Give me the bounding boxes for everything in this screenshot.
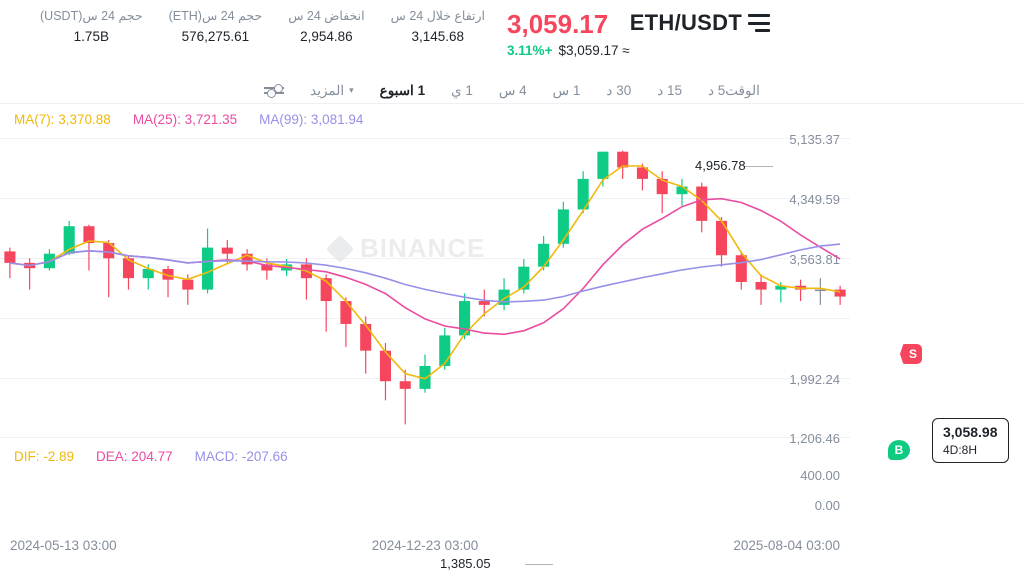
stat-vol-usdt-value: 1.75B: [74, 29, 109, 44]
stat-vol-eth-label: حجم 24 س(ETH): [169, 8, 263, 23]
macd-legend: DIF: -2.89 DEA: 204.77 MACD: -207.66: [14, 449, 288, 464]
ma99-legend-item: MA(99): 3,081.94: [259, 112, 363, 127]
interval-15m[interactable]: 15 د: [657, 83, 682, 99]
pair-name-label[interactable]: ETH/USDT: [630, 10, 742, 36]
stat-vol-usdt-label: حجم 24 س(USDT): [40, 8, 143, 23]
low-point-annotation: 1,385.05: [440, 556, 491, 571]
ma25-legend-item: MA(25): 3,721.35: [133, 112, 237, 127]
current-price-duration: 4D:8H: [943, 442, 998, 458]
date-axis-label-1: 2024-05-13 03:00: [10, 538, 117, 558]
interval-1h[interactable]: 1 س: [553, 83, 581, 99]
buy-signal-marker[interactable]: B: [888, 440, 910, 460]
interval-30m[interactable]: 30 د: [606, 83, 631, 99]
header-bar: ETH/USDT 3,059.17 ≈ $3,059.17 +3.11% ارت…: [0, 0, 1024, 68]
pair-block: ETH/USDT: [630, 10, 770, 36]
dea-legend-item: DEA: 204.77: [96, 449, 173, 464]
stat-low: انخفاض 24 س 2,954.86: [288, 8, 364, 44]
current-price-tooltip[interactable]: 3,058.98 4D:8H: [932, 418, 1009, 463]
price-main-label: 3,059.17: [507, 10, 608, 39]
price-usd-approx: ≈ $3,059.17: [558, 43, 629, 58]
price-block: 3,059.17 ≈ $3,059.17 +3.11%: [507, 10, 630, 58]
stat-high: ارتفاع خلال 24 س 3,145.68: [391, 8, 485, 44]
sell-signal-marker[interactable]: S: [900, 344, 922, 364]
interval-1d[interactable]: 1 ي: [451, 83, 473, 99]
interval-4h[interactable]: 4 س: [499, 83, 527, 99]
macd-axis-label: 0.00: [815, 498, 840, 513]
toolbar: الوقت 5 د 15 د 30 د 1 س 4 س 1 ي 1 اسبوع …: [0, 78, 1024, 104]
more-dropdown[interactable]: ▾ المزيد: [310, 83, 354, 99]
more-dropdown-label: المزيد: [310, 83, 344, 99]
date-axis-label-2: 2024-12-23 03:00: [372, 538, 479, 558]
macd-panel[interactable]: 400.00 0.00: [0, 470, 850, 545]
interval-selector-group: 5 د 15 د 30 د 1 س 4 س 1 ي 1 اسبوع ▾ المز…: [264, 83, 725, 99]
macd-legend-item: MACD: -207.66: [195, 449, 288, 464]
more-dropdown-chevron-icon: ▾: [349, 85, 354, 96]
candlestick-chart[interactable]: BINANCE 5,135.37 4,349.59 3,563.81 1,992…: [0, 138, 850, 438]
dif-legend-item: DIF: -2.89: [14, 449, 74, 464]
list-menu-icon[interactable]: [748, 14, 770, 32]
stat-low-value: 2,954.86: [300, 29, 353, 44]
interval-1w[interactable]: 1 اسبوع: [380, 83, 425, 99]
interval-5m[interactable]: 5 د: [708, 83, 725, 99]
stat-vol-eth: حجم 24 س(ETH) 576,275.61: [169, 8, 263, 44]
candlestick-series[interactable]: [0, 138, 850, 438]
date-axis: 2024-05-13 03:00 2024-12-23 03:00 2025-0…: [0, 538, 850, 558]
chart-app: ETH/USDT 3,059.17 ≈ $3,059.17 +3.11% ارت…: [0, 0, 1024, 576]
moving-average-legend: MA(7): 3,370.88 MA(25): 3,721.35 MA(99):…: [14, 112, 363, 127]
high-point-leader-line: [745, 166, 773, 167]
stat-vol-eth-value: 576,275.61: [182, 29, 250, 44]
time-axis-label[interactable]: الوقت: [725, 83, 760, 99]
price-change-pct: +3.11%: [507, 43, 552, 58]
ma7-legend-item: MA(7): 3,370.88: [14, 112, 111, 127]
current-price-value: 3,058.98: [943, 423, 998, 442]
settings-sliders-icon[interactable]: [264, 87, 284, 94]
price-sub-row: ≈ $3,059.17 +3.11%: [507, 43, 630, 58]
stat-vol-usdt: حجم 24 س(USDT) 1.75B: [40, 8, 143, 44]
macd-series[interactable]: [0, 470, 850, 545]
stat-high-label: ارتفاع خلال 24 س: [391, 8, 485, 23]
macd-axis-label: 400.00: [800, 468, 840, 483]
stat-high-value: 3,145.68: [412, 29, 465, 44]
high-point-annotation: 4,956.78: [695, 158, 746, 173]
date-axis-label-3: 2025-08-04 03:00: [733, 538, 840, 558]
low-point-leader-line: [525, 564, 553, 565]
stat-low-label: انخفاض 24 س: [288, 8, 364, 23]
